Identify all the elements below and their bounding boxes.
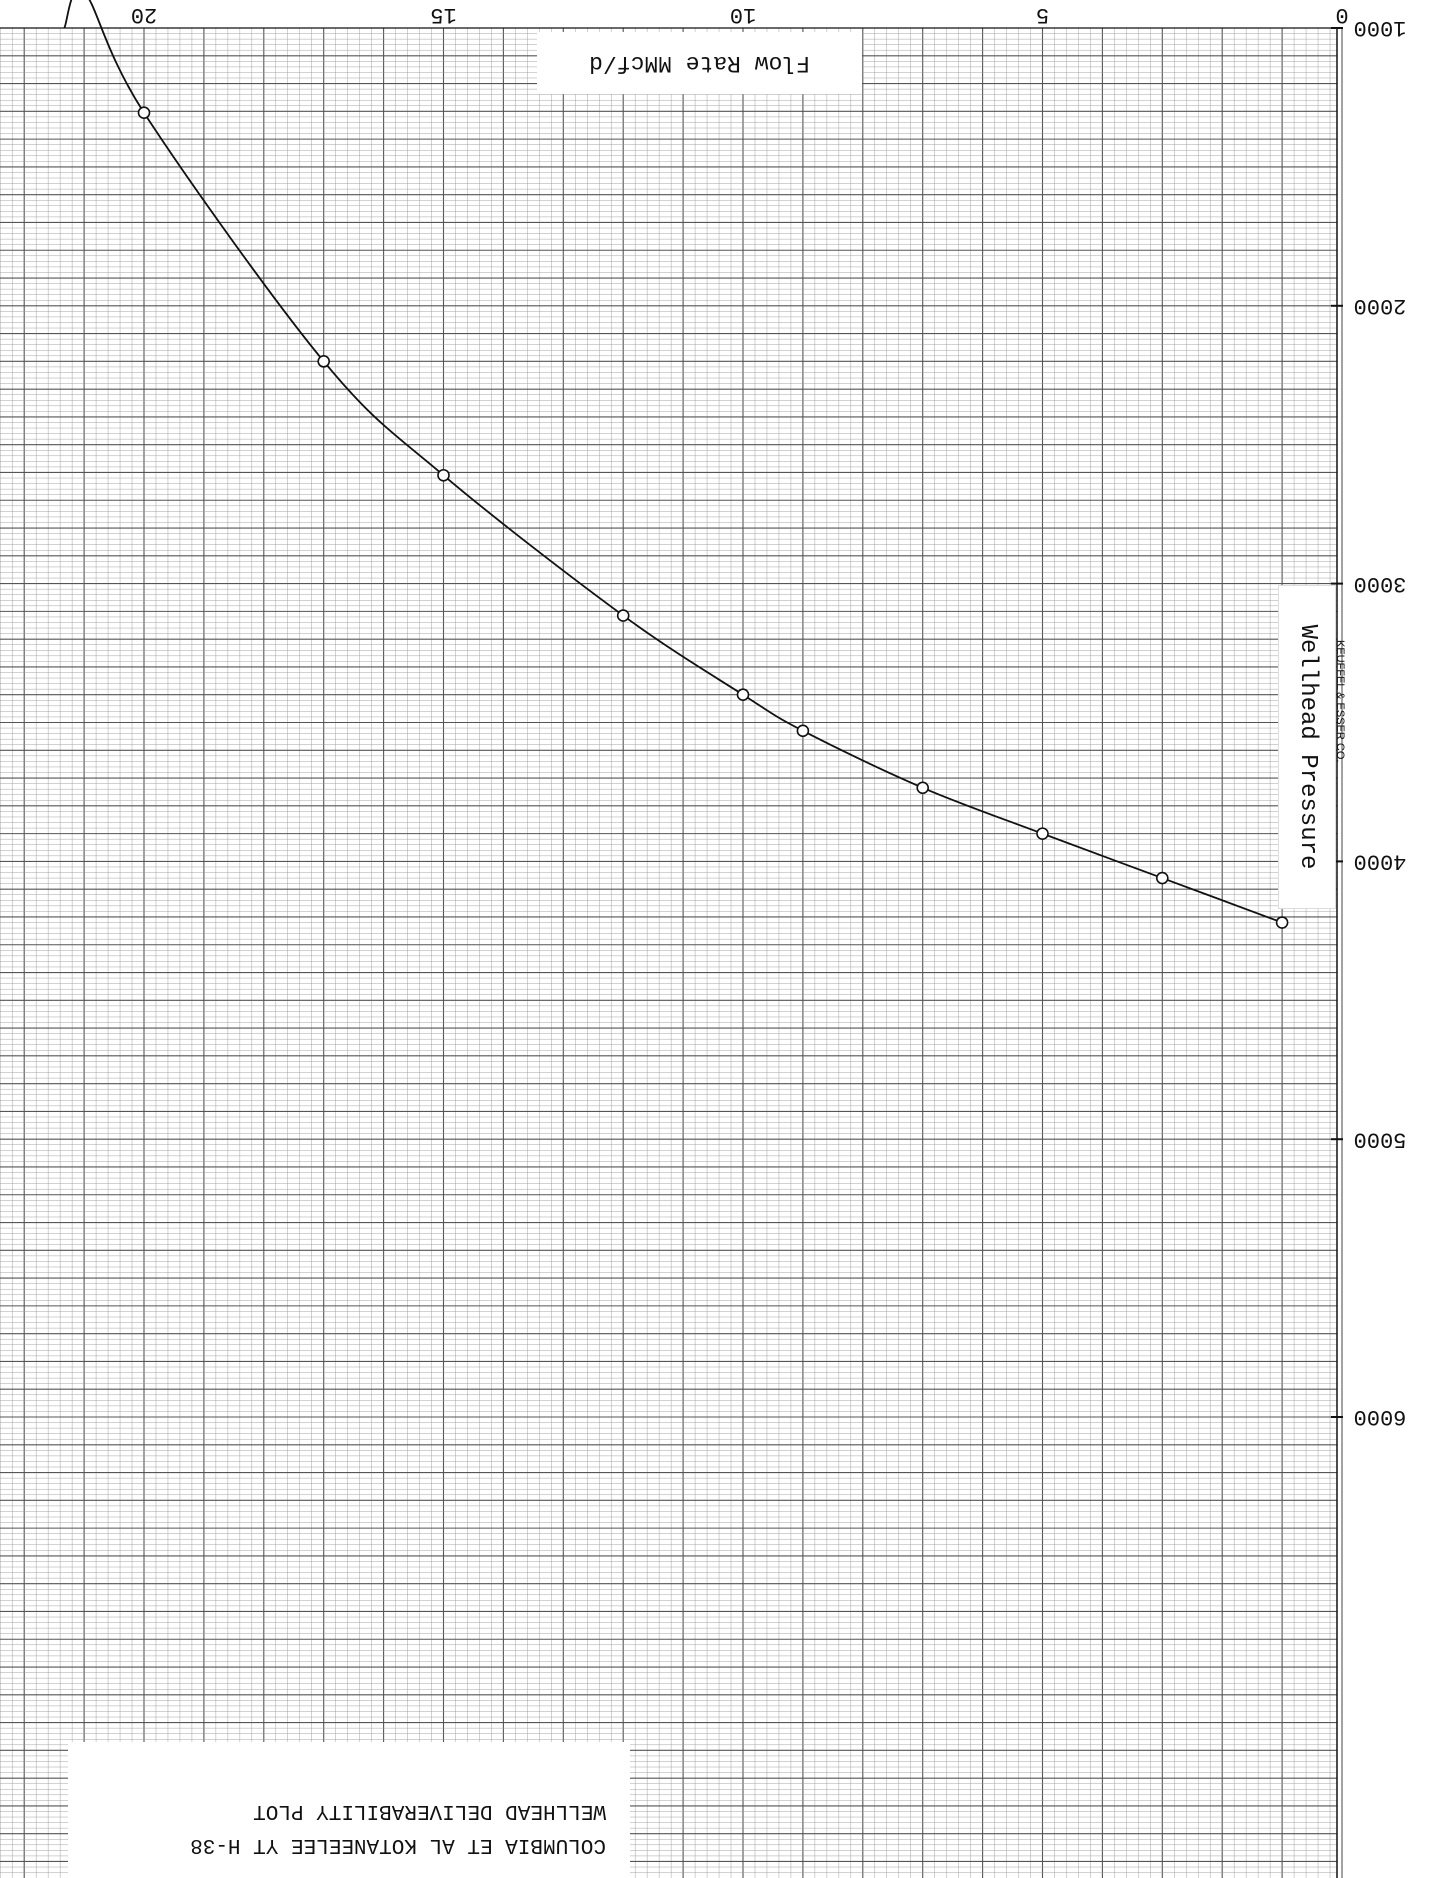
y-tick-label: 1000	[1354, 15, 1407, 40]
x-axis-label-box: Flow Rate MMcf/d	[537, 32, 862, 94]
y-tick-label: 3000	[1354, 571, 1407, 596]
data-point	[738, 689, 749, 700]
chart-subtitle: WELLHEAD DELIVERABILITY PLOT	[253, 1799, 606, 1822]
title-block: COLUMBIA ET AL KOTANEELEE YT H-38 WELLHE…	[68, 1742, 630, 1878]
y-tick-label: 4000	[1354, 849, 1407, 874]
publisher-mark: KEUFFEL & ESSER CO.	[1334, 640, 1346, 762]
data-point	[318, 356, 329, 367]
data-point	[139, 107, 150, 118]
x-tick-label: 5	[1036, 2, 1049, 27]
title-box: COLUMBIA ET AL KOTANEELEE YT H-38 WELLHE…	[68, 1742, 630, 1878]
y-axis-label-box: Wellhead Pressure	[1278, 585, 1336, 909]
x-tick-label: 0	[1335, 2, 1348, 27]
y-tick-label: 2000	[1354, 293, 1407, 318]
x-tick-label: 10	[730, 2, 756, 27]
data-point	[1037, 828, 1048, 839]
data-point	[917, 782, 928, 793]
x-axis-label: Flow Rate MMcf/d	[537, 32, 862, 94]
data-point	[438, 470, 449, 481]
data-point	[1277, 917, 1288, 928]
y-tick-label: 5000	[1354, 1126, 1407, 1151]
y-axis-label: Wellhead Pressure	[1279, 586, 1335, 908]
y-tick-label: 6000	[1354, 1404, 1407, 1429]
data-point	[797, 725, 808, 736]
x-tick-label: 20	[131, 2, 157, 27]
data-point	[1157, 873, 1168, 884]
x-tick-label: 15	[430, 2, 456, 27]
data-point	[618, 610, 629, 621]
chart-title: COLUMBIA ET AL KOTANEELEE YT H-38	[190, 1833, 606, 1856]
